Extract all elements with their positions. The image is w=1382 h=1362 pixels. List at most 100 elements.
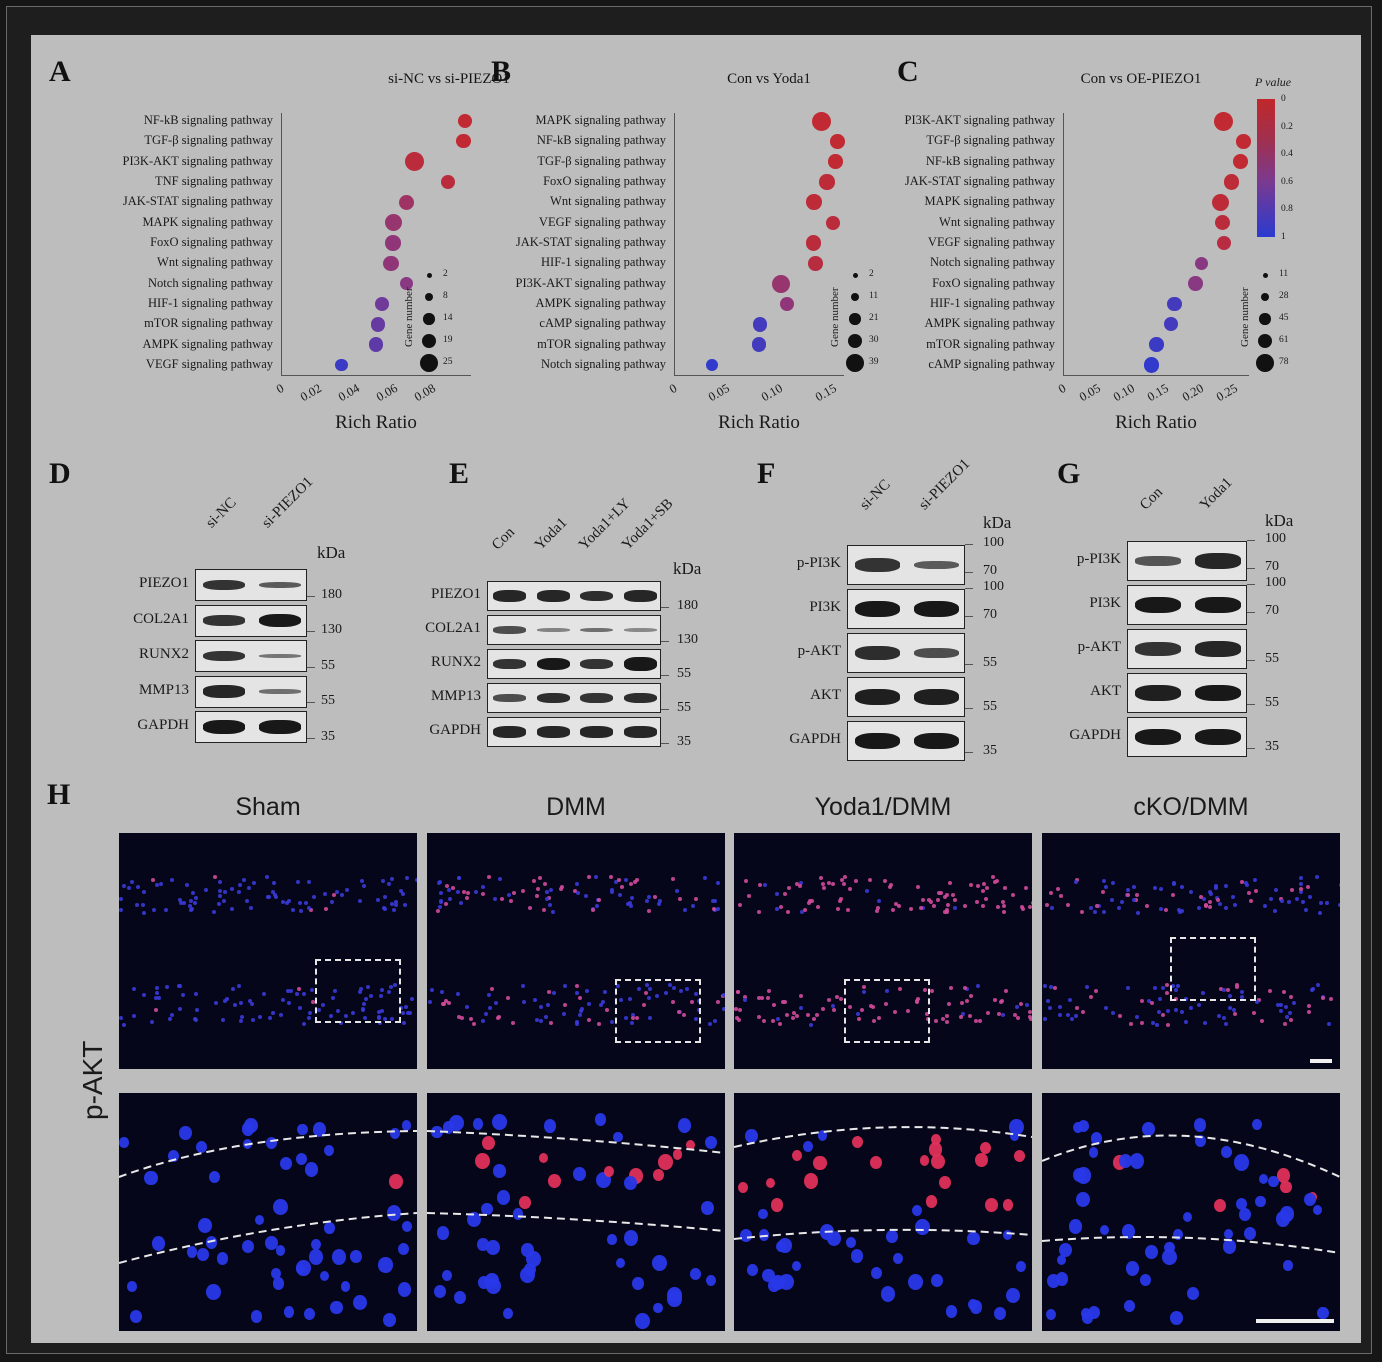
cell-nucleus bbox=[690, 1268, 701, 1280]
cell-nucleus bbox=[506, 893, 511, 898]
cell-nucleus bbox=[272, 893, 277, 898]
cell-nucleus bbox=[743, 878, 748, 883]
cell-nucleus bbox=[543, 1118, 557, 1133]
cell-nucleus bbox=[1027, 1009, 1032, 1014]
cell-nucleus bbox=[852, 1135, 864, 1149]
cell-nucleus bbox=[583, 893, 588, 898]
cell-nucleus bbox=[882, 878, 887, 883]
cell-nucleus bbox=[907, 1274, 923, 1291]
cell-nucleus bbox=[443, 902, 448, 907]
cell-nucleus bbox=[379, 993, 384, 998]
blot-strip bbox=[195, 675, 307, 708]
protein-band bbox=[493, 658, 527, 670]
cell-nucleus bbox=[1278, 896, 1283, 901]
cell-nucleus bbox=[738, 1182, 749, 1194]
cell-nucleus bbox=[304, 1161, 319, 1177]
overview-image bbox=[734, 833, 1032, 1069]
cell-nucleus bbox=[1285, 1014, 1290, 1019]
group-label: Sham bbox=[235, 793, 301, 821]
cell-nucleus bbox=[936, 891, 941, 896]
cell-nucleus bbox=[386, 989, 391, 994]
pathway-label: Wnt signaling pathway bbox=[939, 214, 1055, 229]
cell-nucleus bbox=[164, 908, 169, 913]
x-tick-label: 0.20 bbox=[1179, 381, 1206, 405]
cell-nucleus bbox=[382, 906, 387, 910]
cell-nucleus bbox=[459, 1015, 464, 1020]
protein-band bbox=[1195, 728, 1241, 746]
cell-nucleus bbox=[885, 988, 890, 993]
cell-nucleus bbox=[389, 1127, 400, 1139]
cell-nucleus bbox=[268, 1015, 273, 1020]
cell-nucleus bbox=[613, 1131, 623, 1143]
cell-nucleus bbox=[459, 901, 464, 906]
cell-nucleus bbox=[1280, 1206, 1294, 1222]
cell-nucleus bbox=[620, 884, 625, 889]
cell-nucleus bbox=[1056, 1255, 1067, 1266]
cell-nucleus bbox=[772, 1002, 777, 1007]
size-legend-dot bbox=[426, 272, 432, 278]
cell-nucleus bbox=[358, 989, 363, 994]
cell-nucleus bbox=[874, 909, 879, 914]
x-tick-label: 0.15 bbox=[1145, 381, 1172, 405]
cell-nucleus bbox=[189, 906, 194, 911]
size-legend-dot bbox=[420, 354, 438, 372]
cell-nucleus bbox=[1044, 903, 1049, 908]
cell-nucleus bbox=[378, 1021, 383, 1026]
cell-nucleus bbox=[358, 987, 363, 992]
pathway-label: NF-kB signaling pathway bbox=[536, 133, 666, 148]
size-legend-dot bbox=[1260, 292, 1270, 302]
cell-nucleus bbox=[921, 905, 926, 910]
cell-nucleus bbox=[610, 889, 615, 894]
cell-nucleus bbox=[1130, 1153, 1145, 1169]
cell-nucleus bbox=[1254, 999, 1259, 1004]
cell-nucleus bbox=[231, 986, 235, 991]
cell-nucleus bbox=[141, 902, 146, 907]
cell-nucleus bbox=[401, 1010, 406, 1015]
cell-nucleus bbox=[1198, 894, 1203, 899]
cell-nucleus bbox=[218, 894, 223, 899]
cell-nucleus bbox=[170, 1013, 175, 1018]
cell-nucleus bbox=[206, 1284, 221, 1301]
cell-nucleus bbox=[968, 994, 973, 999]
cell-nucleus bbox=[1258, 1173, 1269, 1184]
panel-letter-a: A bbox=[49, 55, 71, 88]
pathway-label: VEGF signaling pathway bbox=[538, 214, 666, 229]
protein-band bbox=[493, 590, 527, 602]
x-axis bbox=[281, 375, 471, 376]
mw-label: 55 bbox=[677, 699, 691, 715]
cell-nucleus bbox=[1097, 903, 1101, 908]
cell-nucleus bbox=[782, 892, 787, 897]
cell-nucleus bbox=[250, 1309, 263, 1323]
cell-nucleus bbox=[778, 1238, 792, 1254]
cell-nucleus bbox=[307, 880, 312, 885]
cell-nucleus bbox=[1025, 1003, 1030, 1008]
cell-nucleus bbox=[941, 1017, 946, 1022]
cell-nucleus bbox=[502, 1308, 514, 1320]
mw-label: 35 bbox=[677, 733, 691, 749]
cell-nucleus bbox=[323, 907, 328, 912]
mw-tick bbox=[307, 702, 315, 704]
cell-nucleus bbox=[213, 1001, 218, 1006]
protein-band bbox=[258, 653, 302, 658]
lane-label: Yoda1 bbox=[532, 514, 571, 554]
cell-nucleus bbox=[1156, 1010, 1161, 1015]
cell-nucleus bbox=[180, 992, 185, 997]
zoom-image bbox=[734, 1093, 1032, 1331]
cell-nucleus bbox=[573, 1167, 586, 1182]
cell-nucleus bbox=[1228, 994, 1233, 999]
cell-nucleus bbox=[1236, 1197, 1248, 1211]
cell-nucleus bbox=[1269, 897, 1274, 902]
cell-nucleus bbox=[299, 909, 304, 914]
protein-band bbox=[536, 692, 570, 704]
cell-nucleus bbox=[1338, 882, 1340, 887]
cell-nucleus bbox=[492, 897, 497, 902]
cell-nucleus bbox=[813, 1155, 827, 1171]
cell-nucleus bbox=[443, 998, 448, 1003]
mw-tick bbox=[965, 664, 973, 665]
blot-strip bbox=[195, 711, 307, 743]
mw-tick bbox=[1247, 540, 1255, 541]
size-legend-title: Gene number bbox=[829, 287, 841, 347]
size-legend-dot bbox=[849, 313, 861, 325]
cell-nucleus bbox=[1239, 880, 1244, 885]
